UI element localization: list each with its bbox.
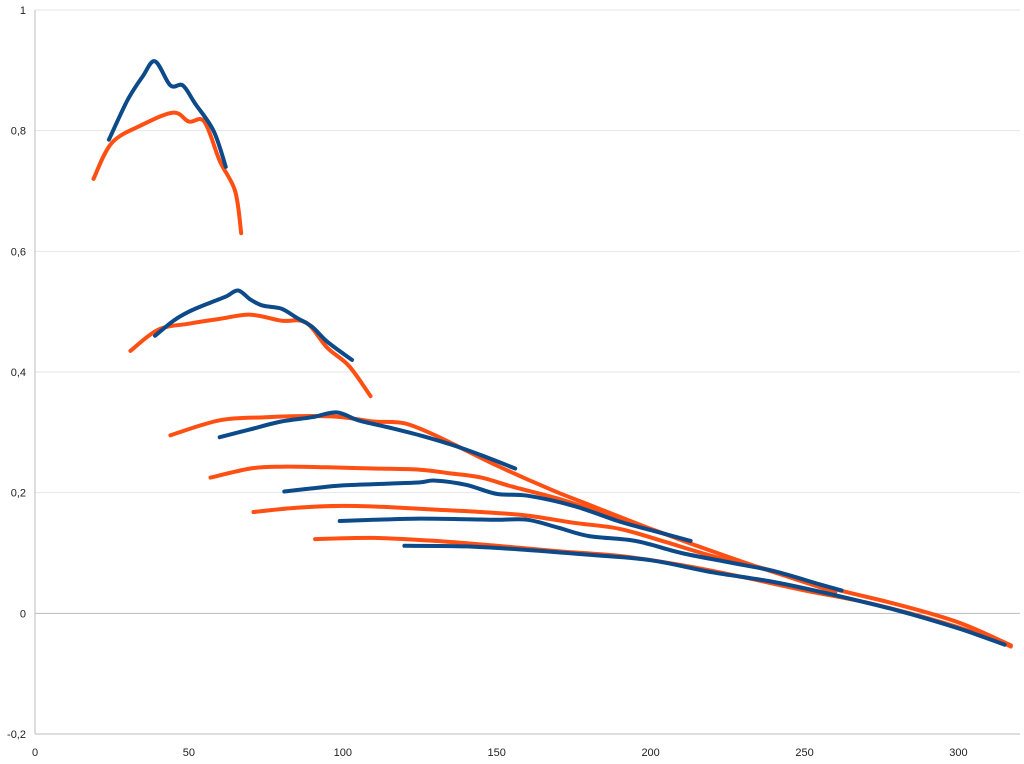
series-line-orange-1: [91, 110, 244, 236]
series-line-blue-8: [282, 478, 693, 543]
series-line-blue-2: [106, 59, 228, 169]
series-line-blue-12: [402, 543, 1007, 647]
y-axis-tick-labels: -0,2 0 0,2 0,4 0,6 0,8 1: [7, 5, 26, 741]
series-lines: [91, 59, 1013, 649]
series-line-orange-7: [208, 464, 838, 595]
x-tick-label: 50: [183, 747, 195, 759]
y-tick-label: 0,6: [11, 246, 26, 258]
y-tick-label: 0,4: [11, 367, 26, 379]
axes: [34, 10, 1020, 735]
y-tick-label: -0,2: [7, 729, 26, 741]
x-tick-label: 100: [334, 747, 352, 759]
x-axis-tick-labels: 0 50 100 150 200 250 300: [32, 747, 968, 759]
y-tick-label: 0,2: [11, 488, 26, 500]
x-tick-label: 150: [488, 747, 506, 759]
y-tick-label: 0: [20, 608, 26, 620]
series-line-blue-4: [153, 288, 354, 362]
series-line-orange-11: [313, 535, 1013, 649]
series-line-orange-3: [128, 312, 373, 399]
y-tick-label: 0,8: [11, 126, 26, 138]
series-line-blue-10: [337, 516, 844, 593]
x-tick-label: 200: [641, 747, 659, 759]
series-line-blue-6: [217, 410, 518, 471]
y-tick-label: 1: [20, 5, 26, 17]
series-line-orange-9: [251, 503, 1013, 648]
x-tick-label: 250: [795, 747, 813, 759]
x-tick-label: 300: [949, 747, 967, 759]
x-tick-label: 0: [32, 747, 38, 759]
series-line-orange-5: [168, 414, 684, 542]
